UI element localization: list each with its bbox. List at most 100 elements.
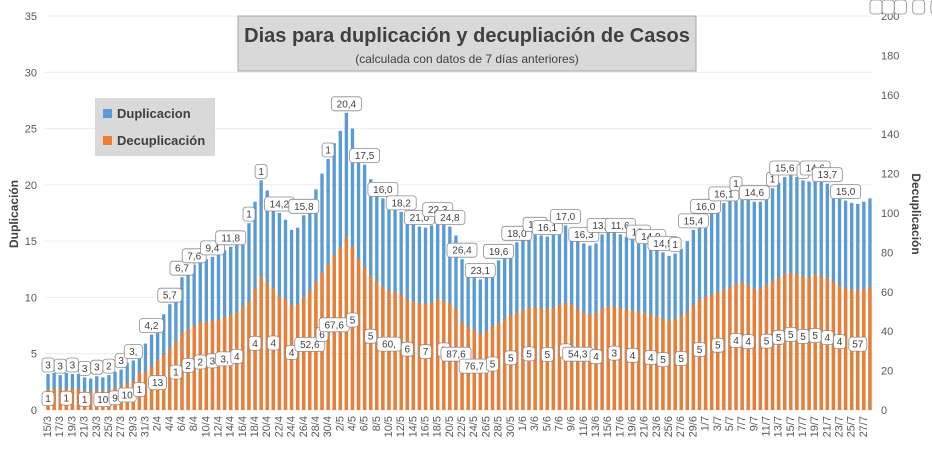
x-tick-label: 18/4 xyxy=(249,416,261,437)
data-label-duplicacion-text: 1 xyxy=(246,210,252,221)
data-label-decuplicacion-text: 4 xyxy=(630,351,636,362)
bar-decuplicacion xyxy=(752,288,756,410)
data-label-decuplicacion: 3 xyxy=(607,345,621,361)
data-label-decuplicacion-box xyxy=(656,352,670,368)
y-tick-label-right: 120 xyxy=(881,169,899,181)
data-label-duplicacion-box xyxy=(157,287,183,303)
data-label-duplicacion-box xyxy=(678,213,709,229)
x-tick-label: 17/7 xyxy=(797,416,809,437)
data-label-decuplicacion-box xyxy=(848,336,868,352)
bar-decuplicacion xyxy=(673,318,677,410)
y-tick-label-right: 100 xyxy=(881,208,899,220)
x-tick-label: 16/5 xyxy=(420,416,432,437)
data-label-duplicacion-box xyxy=(729,176,743,192)
x-tick-label: 17/6 xyxy=(614,416,626,437)
data-label-decuplicacion: 4 xyxy=(589,349,603,365)
data-label-decuplicacion-text: 67,6 xyxy=(324,320,344,331)
data-label-decuplicacion-box xyxy=(693,342,706,357)
data-label-decuplicacion: 87,6 xyxy=(440,346,472,362)
data-label-decuplicacion-box xyxy=(230,348,244,364)
bar-decuplicacion xyxy=(247,301,251,410)
y-tick-label-left: 5 xyxy=(31,349,37,361)
data-label-duplicacion: 17,5 xyxy=(349,148,381,164)
data-label-decuplicacion: 76,7 xyxy=(458,358,490,374)
data-label-decuplicacion: 1 xyxy=(132,382,146,397)
bar-decuplicacion xyxy=(277,295,282,410)
chart-subtitle: (calculada con datos de 7 días anteriore… xyxy=(355,52,578,66)
data-label-decuplicacion-text: 5 xyxy=(526,349,532,360)
x-tick-label: 29/6 xyxy=(687,416,699,437)
data-label-decuplicacion-text: 87,6 xyxy=(446,350,466,361)
x-tick-label: 2/5 xyxy=(334,416,346,431)
data-label-decuplicacion-text: 5 xyxy=(678,354,684,365)
data-label-duplicacion-text: 18,0 xyxy=(507,229,527,240)
title-block: Dias para duplicación y decupliación de … xyxy=(237,15,697,72)
x-tick-label: 4/5 xyxy=(346,416,358,431)
data-label-duplicacion: 15,0 xyxy=(830,184,861,200)
data-label-duplicacion-text: 3 xyxy=(45,361,51,372)
x-tick-label: 14/4 xyxy=(225,416,237,437)
x-tick-label: 20/4 xyxy=(261,416,273,437)
data-label-duplicacion-text: 16,1 xyxy=(538,223,558,234)
x-tick-label: 25/7 xyxy=(846,416,858,437)
data-label-decuplicacion-text: 5 xyxy=(508,353,514,364)
x-tick-label: 13/6 xyxy=(590,416,602,437)
data-label-duplicacion-box xyxy=(550,208,581,224)
data-label-decuplicacion-text: 5 xyxy=(715,341,721,352)
data-label-decuplicacion-text: 5 xyxy=(350,316,356,327)
data-label-duplicacion-box xyxy=(254,163,268,179)
x-tick-label: 27/6 xyxy=(675,416,687,437)
data-label-duplicacion: 3 xyxy=(114,353,128,368)
data-label-duplicacion-text: 17,0 xyxy=(556,212,576,223)
data-label-decuplicacion: 6 xyxy=(881,0,895,15)
data-label-decuplicacion: 7 xyxy=(419,344,432,360)
data-label-decuplicacion: 5 xyxy=(808,328,822,343)
x-tick-label: 23/6 xyxy=(651,416,663,437)
data-label-decuplicacion-text: 3 xyxy=(612,349,618,360)
x-tick-label: 21/6 xyxy=(639,416,651,437)
data-label-duplicacion-box xyxy=(385,195,417,211)
data-label-decuplicacion-text: 5 xyxy=(660,355,666,366)
data-label-decuplicacion-box xyxy=(169,364,183,380)
y-axis-title-left: Duplicación xyxy=(7,180,21,248)
data-label-duplicacion: 24,8 xyxy=(434,210,466,225)
data-label-duplicacion-text: 24,8 xyxy=(440,213,460,224)
data-label-decuplicacion: 5 xyxy=(504,350,518,366)
data-label-duplicacion: 15,6 xyxy=(769,160,801,176)
data-label-decuplicacion-text: 4 xyxy=(745,337,751,348)
data-label-decuplicacion: 5 xyxy=(364,328,378,344)
data-label-duplicacion: 16,1 xyxy=(531,220,563,236)
data-label-decuplicacion-box xyxy=(522,346,536,362)
data-label-decuplicacion-text: 5 xyxy=(776,333,782,344)
data-label-decuplicacion-box xyxy=(607,345,621,361)
x-tick-label: 5/6 xyxy=(541,416,553,431)
x-tick-label: 4/4 xyxy=(164,416,176,431)
data-label-duplicacion-text: 16,3 xyxy=(574,230,594,241)
data-label-decuplicacion: 4 xyxy=(266,335,280,351)
bar-decuplicacion xyxy=(557,305,562,410)
data-label-duplicacion: 3 xyxy=(53,358,67,374)
data-label-decuplicacion-box xyxy=(674,351,688,366)
x-tick-label: 11/6 xyxy=(578,416,590,437)
x-tick-label: 19/3 xyxy=(66,416,78,437)
data-label-duplicacion-text: 14,2 xyxy=(270,200,290,211)
data-label-duplicacion-text: 11,8 xyxy=(221,233,240,244)
data-label-decuplicacion-text: 6 xyxy=(319,330,325,341)
data-label-decuplicacion-box xyxy=(711,337,725,353)
data-label-decuplicacion: 5 xyxy=(346,312,359,328)
y-tick-label-left: 35 xyxy=(25,11,37,23)
data-label-decuplicacion-box xyxy=(833,334,846,350)
legend-box xyxy=(95,98,215,156)
data-label-decuplicacion-text: 5 xyxy=(545,350,551,361)
x-tick-label: 8/4 xyxy=(188,416,200,431)
data-label-decuplicacion: 5 xyxy=(784,326,798,342)
x-tick-label: 28/5 xyxy=(493,416,505,437)
data-label-duplicacion-text: 13,7 xyxy=(818,170,838,181)
bar-decuplicacion xyxy=(807,277,811,410)
data-label-duplicacion-text: 3 xyxy=(118,356,124,367)
legend: Duplicacion Decuplicación xyxy=(95,98,215,156)
data-label-duplicacion-text: 16,1 xyxy=(714,189,734,200)
data-label-duplicacion: 15,4 xyxy=(678,213,709,229)
